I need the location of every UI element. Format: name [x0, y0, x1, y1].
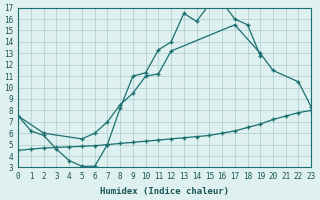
X-axis label: Humidex (Indice chaleur): Humidex (Indice chaleur): [100, 187, 229, 196]
